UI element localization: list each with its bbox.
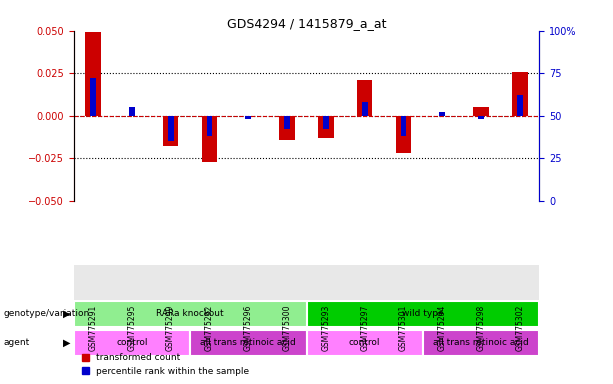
Title: GDS4294 / 1415879_a_at: GDS4294 / 1415879_a_at bbox=[227, 17, 386, 30]
Bar bbox=[401, 116, 406, 136]
Bar bbox=[163, 116, 178, 146]
Bar bbox=[85, 32, 101, 116]
FancyBboxPatch shape bbox=[306, 301, 539, 327]
Text: ▶: ▶ bbox=[63, 309, 70, 319]
Bar bbox=[284, 116, 290, 129]
FancyBboxPatch shape bbox=[190, 330, 306, 356]
Text: all trans retinoic acid: all trans retinoic acid bbox=[433, 338, 529, 347]
Bar bbox=[207, 116, 212, 136]
Bar bbox=[245, 116, 251, 119]
Bar bbox=[396, 116, 411, 153]
Bar bbox=[202, 116, 217, 162]
Text: genotype/variation: genotype/variation bbox=[3, 309, 89, 318]
FancyBboxPatch shape bbox=[74, 330, 190, 356]
Bar bbox=[357, 80, 373, 116]
Text: RARa knockout: RARa knockout bbox=[156, 310, 224, 318]
Bar bbox=[280, 116, 295, 140]
Text: wild type: wild type bbox=[402, 310, 444, 318]
Text: ▶: ▶ bbox=[63, 338, 70, 348]
Bar bbox=[473, 107, 489, 116]
FancyBboxPatch shape bbox=[423, 330, 539, 356]
FancyBboxPatch shape bbox=[74, 301, 306, 327]
Bar bbox=[362, 102, 368, 116]
Bar bbox=[168, 116, 173, 141]
Legend: transformed count, percentile rank within the sample: transformed count, percentile rank withi… bbox=[78, 350, 253, 379]
Bar bbox=[129, 107, 135, 116]
Bar bbox=[517, 95, 523, 116]
Bar bbox=[318, 116, 333, 138]
Text: all trans retinoic acid: all trans retinoic acid bbox=[200, 338, 296, 347]
Text: control: control bbox=[349, 338, 381, 347]
Bar bbox=[323, 116, 329, 129]
Bar bbox=[478, 116, 484, 119]
Bar bbox=[440, 113, 445, 116]
Text: agent: agent bbox=[3, 338, 29, 347]
Bar bbox=[512, 71, 528, 116]
FancyBboxPatch shape bbox=[306, 330, 423, 356]
Bar bbox=[90, 78, 96, 116]
Text: control: control bbox=[116, 338, 148, 347]
